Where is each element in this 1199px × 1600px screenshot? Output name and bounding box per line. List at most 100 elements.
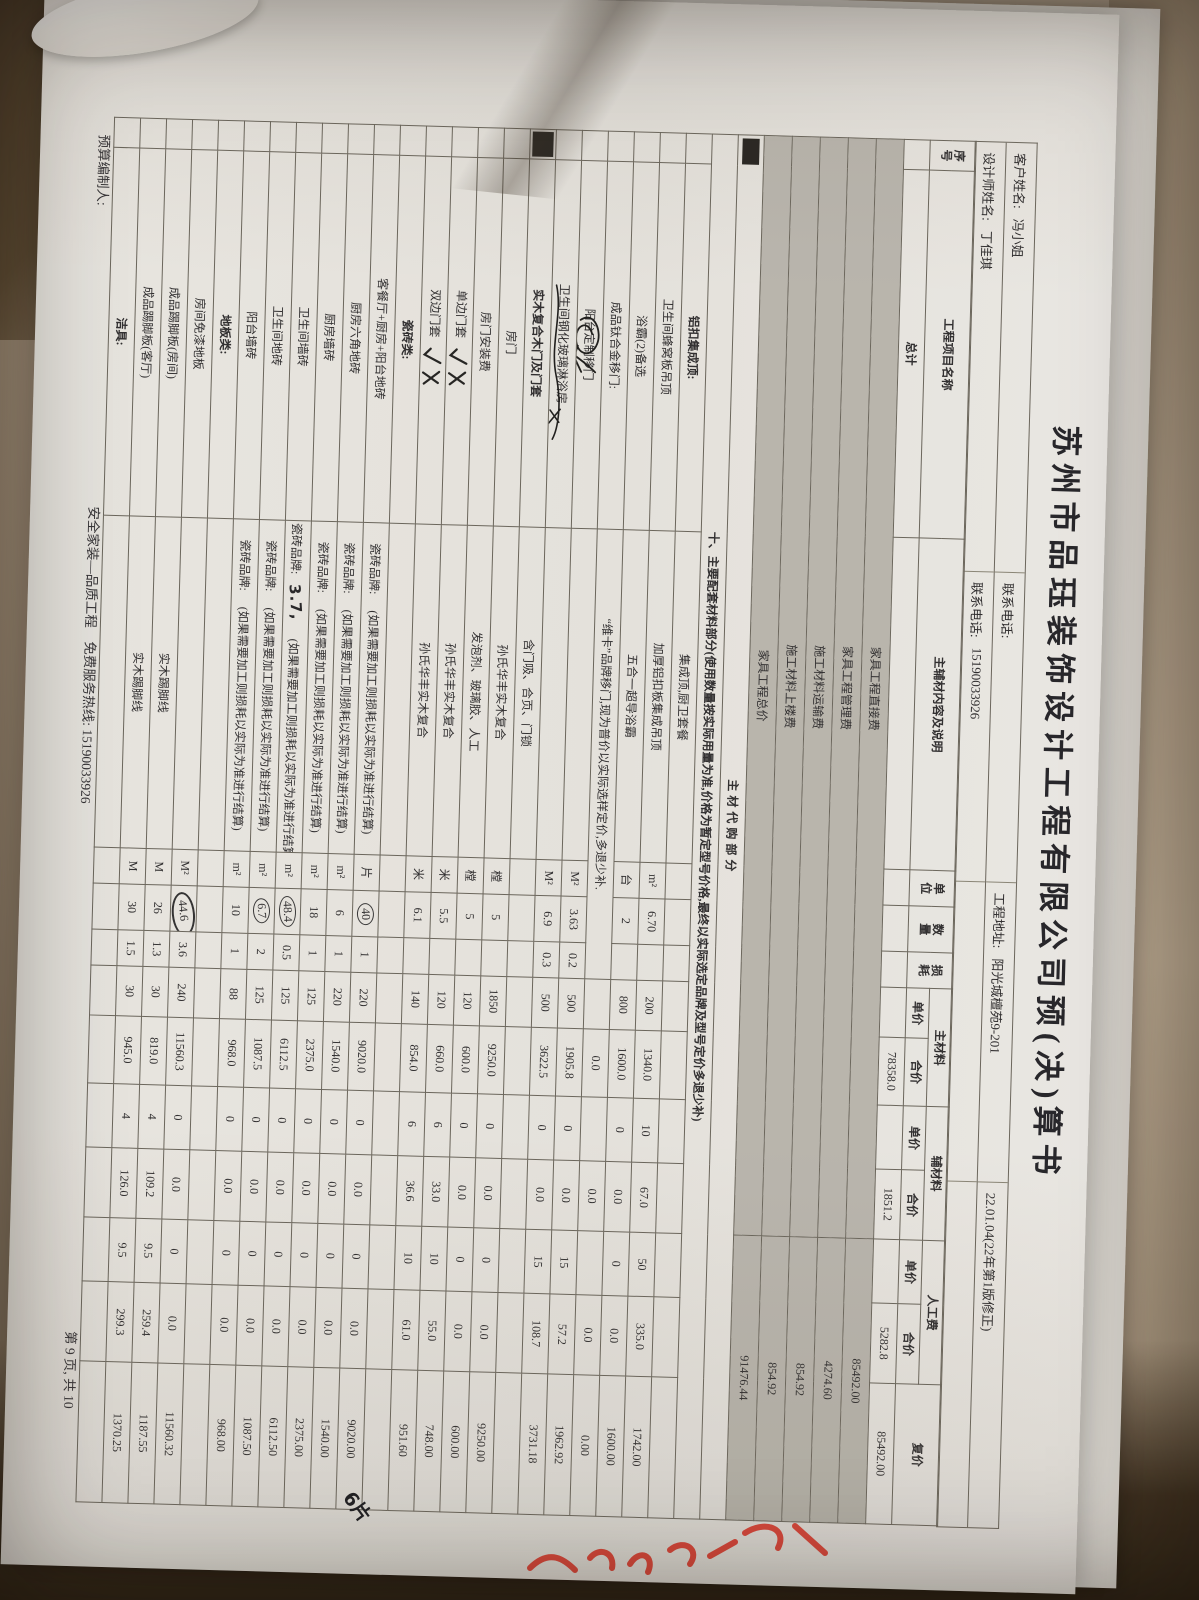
cell: 5 bbox=[455, 893, 484, 940]
customer-name-value: 冯小姐 bbox=[1010, 218, 1027, 258]
cell bbox=[501, 1094, 530, 1160]
cell: 0.0 bbox=[469, 1291, 498, 1373]
cell: 0 bbox=[471, 1227, 500, 1293]
cell: M bbox=[145, 848, 173, 886]
cell: 36.6 bbox=[395, 1155, 424, 1227]
designer-phone-value: 15190033926 bbox=[967, 647, 985, 720]
cell: 800 bbox=[609, 979, 637, 1031]
cell: 2375.00 bbox=[283, 1366, 314, 1509]
cell bbox=[882, 869, 910, 906]
cell: 0 bbox=[160, 1219, 188, 1284]
cell: 0 bbox=[267, 1088, 296, 1153]
cell bbox=[295, 122, 323, 154]
estimate-table: 序 号工程项目名称 主辅材内容及说明单 位数 量损 耗主材料 辅材料 人工费 复价 单价合… bbox=[75, 117, 977, 1527]
cell bbox=[90, 928, 118, 966]
cell: 55.0 bbox=[417, 1290, 446, 1372]
cell bbox=[217, 120, 245, 151]
cell: 米 bbox=[405, 855, 433, 893]
cell: 0.00 bbox=[569, 1374, 600, 1517]
quantity: 6 bbox=[332, 909, 348, 917]
header-cell: 主辅材内容及说明 bbox=[909, 537, 966, 872]
cell: 1600.00 bbox=[595, 1375, 626, 1518]
cell: 6 bbox=[397, 1091, 426, 1157]
cell: 0 bbox=[238, 1221, 266, 1286]
cell bbox=[369, 1154, 398, 1226]
cell: 88 bbox=[219, 968, 247, 1020]
designer-phone-label: 联系电话: bbox=[968, 581, 985, 638]
cell: 18 bbox=[299, 888, 328, 936]
cell: 10 bbox=[221, 886, 250, 934]
cell: 0.0 bbox=[581, 1028, 610, 1098]
cell: 0.0 bbox=[577, 1160, 606, 1232]
cell: 0.0 bbox=[339, 1288, 368, 1369]
cell: 0 bbox=[553, 1096, 582, 1161]
cell: 125 bbox=[297, 970, 325, 1022]
cell: 0.0 bbox=[157, 1283, 187, 1364]
budget-maker-label: 预算编制人: bbox=[94, 134, 112, 206]
cell: 1087.50 bbox=[231, 1365, 262, 1507]
cell bbox=[664, 862, 692, 900]
cell: 30 bbox=[117, 883, 146, 931]
cell bbox=[685, 133, 713, 164]
header-cell: 合价 bbox=[899, 1169, 925, 1241]
cell bbox=[880, 951, 908, 988]
cell: 10 bbox=[419, 1226, 448, 1292]
designer-name-label: 设计师姓名: bbox=[980, 152, 997, 222]
cell: 0.2 bbox=[558, 942, 586, 979]
cell bbox=[491, 1372, 522, 1515]
cell bbox=[879, 987, 907, 1038]
cell bbox=[636, 944, 664, 981]
cell: 9250.00 bbox=[465, 1371, 496, 1514]
quantity: 5 bbox=[488, 914, 503, 921]
cell: 0.0 bbox=[525, 1159, 554, 1230]
cell: 6.1 bbox=[403, 891, 432, 939]
cell: M bbox=[119, 847, 147, 885]
circled-quantity: 6.7 bbox=[252, 897, 271, 924]
cell: 44.6 bbox=[169, 885, 198, 932]
header-cell: 合价 bbox=[895, 1303, 921, 1385]
cell bbox=[659, 1030, 688, 1100]
cell bbox=[93, 847, 121, 884]
cell: 0.0 bbox=[265, 1151, 294, 1223]
cell: 1340.0 bbox=[633, 1030, 662, 1099]
cell bbox=[402, 937, 430, 975]
black-square-mark bbox=[532, 131, 554, 158]
cell bbox=[83, 1146, 112, 1218]
cell: 335.0 bbox=[625, 1296, 654, 1377]
cell bbox=[662, 944, 690, 982]
quantity: 26 bbox=[150, 901, 166, 915]
cell: 126.0 bbox=[109, 1147, 138, 1219]
cell: 6112.5 bbox=[269, 1020, 298, 1089]
cell bbox=[555, 129, 583, 161]
paper-page: 苏州市品珏装饰设计工程有限公司预(决)算书 客户姓名: 冯小姐 联系电话: 工程… bbox=[0, 0, 1120, 1595]
cell: 120 bbox=[453, 975, 481, 1026]
cell bbox=[89, 964, 117, 1016]
cell bbox=[454, 939, 482, 976]
black-square-mark bbox=[742, 138, 760, 165]
cell: 6 bbox=[423, 1092, 452, 1158]
quantity: 3.63 bbox=[566, 908, 582, 931]
cell: 0.0 bbox=[599, 1295, 628, 1377]
quantity: 5.5 bbox=[436, 908, 452, 924]
header-cell: 单价 bbox=[905, 987, 930, 1039]
cell: 9020.0 bbox=[347, 1022, 376, 1091]
cell: 4 bbox=[111, 1083, 140, 1149]
cell: 85492.00 bbox=[865, 1382, 896, 1525]
cell: 120 bbox=[427, 974, 455, 1026]
cell: 259.4 bbox=[131, 1282, 161, 1364]
quantity: 6.9 bbox=[540, 911, 556, 927]
cell bbox=[373, 124, 401, 156]
cell bbox=[399, 125, 427, 157]
cell: 11560.3 bbox=[165, 1017, 194, 1086]
cell bbox=[376, 936, 404, 974]
cell: 0.0 bbox=[443, 1291, 472, 1372]
cell: 片 bbox=[353, 854, 381, 891]
cell: 819.0 bbox=[139, 1016, 168, 1086]
cell: 6.70 bbox=[637, 898, 665, 945]
cell bbox=[581, 130, 609, 162]
cell: 台 bbox=[613, 861, 640, 899]
cell: 67.0 bbox=[629, 1162, 658, 1233]
cell bbox=[495, 1292, 524, 1374]
cell: 220 bbox=[349, 972, 377, 1023]
